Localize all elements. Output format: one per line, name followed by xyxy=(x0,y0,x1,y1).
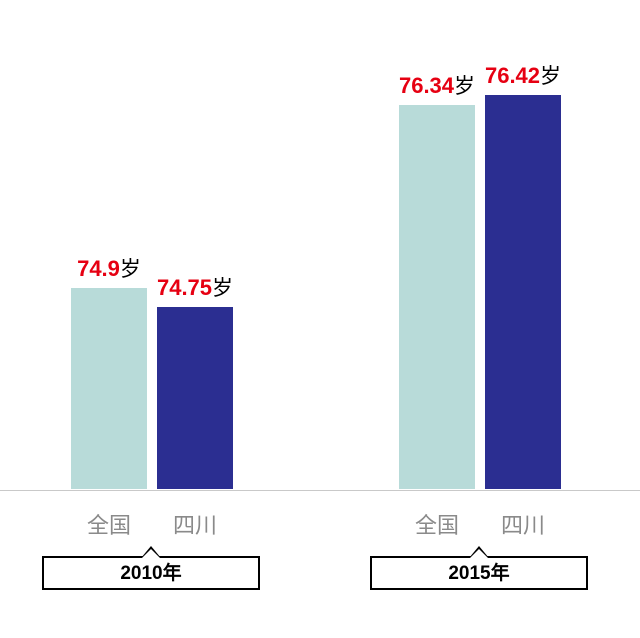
group-year-label: 2010年 xyxy=(44,558,258,583)
bar xyxy=(70,287,148,490)
bar-value-unit: 岁 xyxy=(540,65,561,88)
bar xyxy=(484,94,562,490)
bar xyxy=(156,306,234,490)
group-year-box: 2015年 xyxy=(370,556,588,590)
bar-value-number: 74.9 xyxy=(77,256,120,281)
group-box-pointer-fill xyxy=(469,549,489,559)
category-label: 四川 xyxy=(484,508,562,540)
bar xyxy=(398,104,476,490)
x-axis-baseline xyxy=(0,490,640,491)
bar-value-unit: 岁 xyxy=(212,277,233,300)
group-box-pointer-fill xyxy=(141,549,161,559)
group-year-box: 2010年 xyxy=(42,556,260,590)
bar-value-number: 76.42 xyxy=(485,63,540,88)
bar-value-label: 76.42岁 xyxy=(463,60,583,90)
group-year-label: 2015年 xyxy=(372,558,586,583)
chart-stage: 74.9岁全国74.75岁四川2010年76.34岁全国76.42岁四川2015… xyxy=(0,0,640,638)
bar-value-number: 76.34 xyxy=(399,73,454,98)
category-label: 全国 xyxy=(398,508,476,540)
bar-value-number: 74.75 xyxy=(157,275,212,300)
bar-value-label: 74.75岁 xyxy=(135,272,255,302)
category-label: 全国 xyxy=(70,508,148,540)
category-label: 四川 xyxy=(156,508,234,540)
